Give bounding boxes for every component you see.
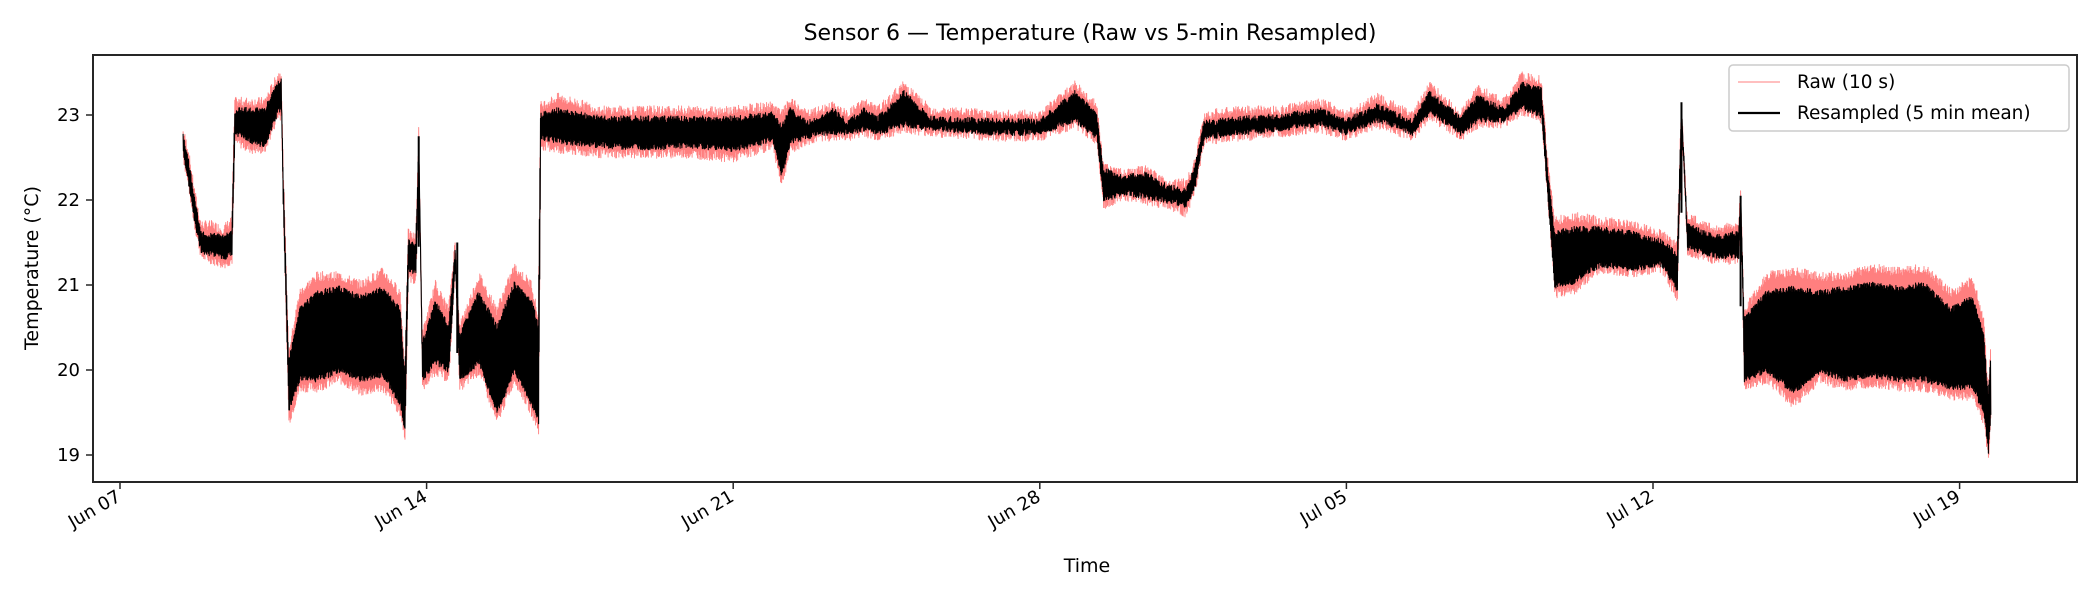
resampled-series bbox=[182, 78, 1992, 454]
legend-resampled-label: Resampled (5 min mean) bbox=[1797, 103, 2031, 124]
x-axis-label: Time bbox=[1063, 555, 1111, 577]
y-axis-label: Temperature (°C) bbox=[21, 186, 43, 351]
y-tick-label: 19 bbox=[57, 445, 80, 466]
axes-frame bbox=[92, 54, 2078, 483]
plot-area bbox=[182, 71, 1992, 458]
legend-raw-label: Raw (10 s) bbox=[1797, 72, 1895, 93]
legend: Raw (10 s) Resampled (5 min mean) bbox=[1728, 64, 2070, 132]
y-axis: 19 20 21 22 23 bbox=[57, 105, 93, 466]
y-tick-label: 20 bbox=[57, 360, 80, 381]
chart-title: Sensor 6 — Temperature (Raw vs 5-min Res… bbox=[804, 21, 1377, 46]
y-tick-label: 22 bbox=[57, 190, 80, 211]
y-tick-label: 23 bbox=[57, 105, 80, 126]
legend-box bbox=[1728, 64, 2070, 132]
y-tick-label: 21 bbox=[57, 275, 80, 296]
